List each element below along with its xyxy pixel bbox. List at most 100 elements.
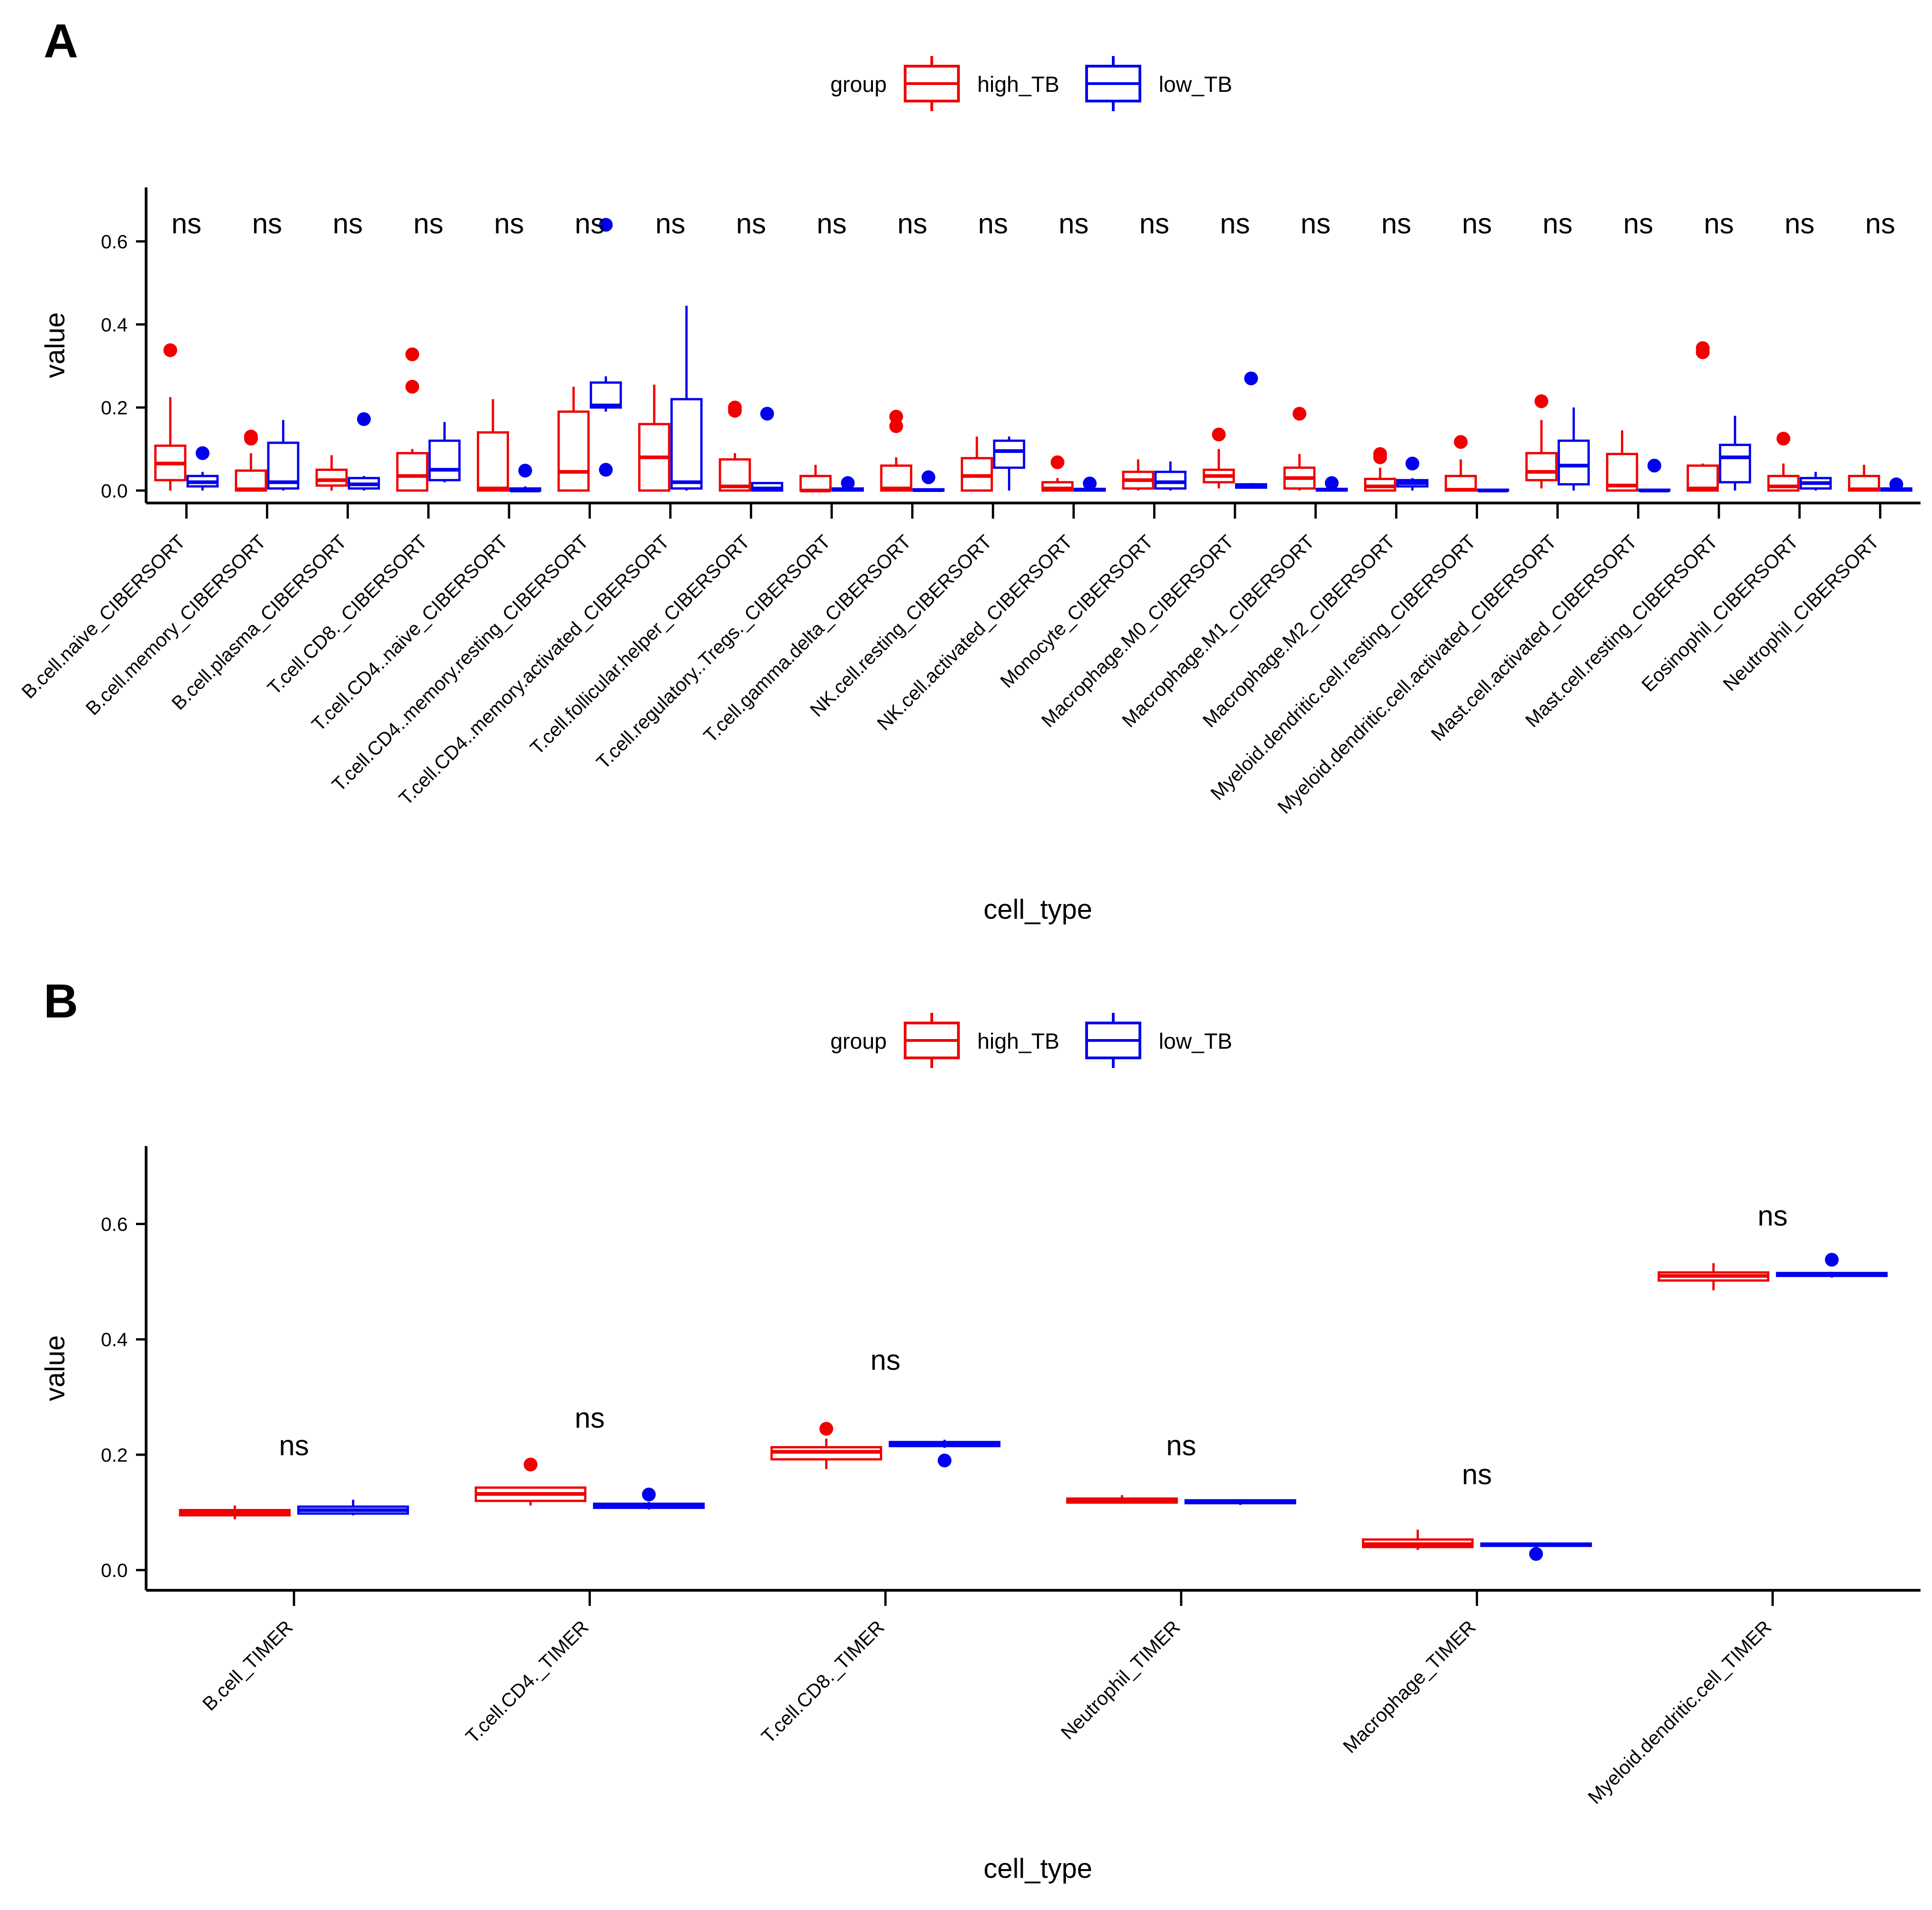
box-high-tb [770, 1422, 883, 1469]
significance-label: ns [736, 208, 766, 240]
significance-label: ns [655, 208, 685, 240]
box-high-tb [1283, 407, 1316, 491]
box-low-tb [267, 420, 300, 491]
outlier-point [244, 429, 258, 444]
series-high-tb [179, 1263, 1770, 1550]
outlier-point [1534, 394, 1548, 408]
legend-label: low_TB [1159, 1029, 1232, 1054]
outlier-point [1529, 1547, 1543, 1561]
legend-title: group [830, 73, 887, 97]
significance-label: ns [414, 208, 443, 240]
outlier-point [518, 463, 533, 478]
box-low-tb [1154, 461, 1187, 491]
box-low-tb [1719, 416, 1751, 491]
significance-label: ns [816, 208, 846, 240]
outlier-point [921, 470, 935, 484]
x-tick-label: Eosinophil_CIBERSORT [1637, 531, 1803, 696]
outlier-point [1082, 476, 1097, 491]
box-iqr [1154, 470, 1187, 490]
outlier-point [1776, 431, 1790, 446]
significance-label: ns [1785, 208, 1814, 240]
significance-label: ns [252, 208, 282, 240]
series-high-tb [154, 341, 1881, 492]
box-low-tb [428, 422, 461, 482]
box-iqr [428, 439, 461, 481]
outlier-point [1212, 427, 1226, 441]
y-tick-label: 0.4 [101, 314, 128, 335]
box-low-tb [509, 463, 542, 492]
outlier-point [1050, 455, 1065, 469]
box-iqr [1558, 439, 1590, 486]
x-tick-label: Myeloid.dendritic.cell_TIMER [1584, 1616, 1776, 1808]
significance-label: ns [1462, 1459, 1492, 1491]
box-high-tb [1066, 1495, 1178, 1504]
box-low-tb [1184, 1499, 1297, 1505]
x-tick-label: T.cell.CD8._TIMER [757, 1616, 889, 1747]
box-low-tb [1480, 1542, 1592, 1561]
box-high-tb [1122, 459, 1155, 491]
outlier-point [163, 343, 177, 357]
box-high-tb [315, 455, 348, 491]
box-high-tb [1657, 1263, 1770, 1290]
x-tick-label: B.cell_TIMER [198, 1616, 297, 1715]
significance-label: ns [494, 208, 524, 240]
significance-label: ns [1059, 208, 1088, 240]
box-high-tb [1445, 435, 1477, 492]
box-low-tb [1315, 476, 1348, 492]
x-tick-label: T.cell.CD8._CIBERSORT [263, 531, 431, 699]
outlier-point [889, 409, 903, 424]
outlier-point [195, 446, 210, 460]
y-tick-label: 0.0 [101, 1560, 128, 1581]
significance-label: ns [1757, 1200, 1787, 1232]
significance-label: ns [1220, 208, 1250, 240]
outlier-point [841, 476, 855, 490]
legend-label: low_TB [1159, 73, 1232, 97]
outlier-point [1647, 458, 1661, 473]
outlier-point [728, 401, 742, 415]
box-high-tb [235, 429, 267, 492]
y-axis-title: value [40, 312, 70, 378]
legend-item-low-tb: low_TB [1085, 1013, 1232, 1068]
box-high-tb [961, 436, 993, 492]
box-low-tb [1776, 1253, 1888, 1278]
box-high-tb [396, 347, 429, 492]
box-high-tb [1606, 430, 1638, 492]
box-low-tb [1558, 407, 1590, 491]
box-high-tb [1202, 427, 1235, 489]
outlier-point [760, 407, 774, 421]
significance-label: ns [1462, 208, 1492, 240]
x-tick-label: T.cell.CD4..memory.activated_CIBERSORT [395, 531, 673, 809]
outlier-point [599, 463, 613, 477]
significance-label: ns [1301, 208, 1331, 240]
outlier-point [889, 419, 903, 433]
box-low-tb [1235, 371, 1267, 489]
outlier-point [937, 1453, 952, 1468]
x-tick-label: Monocyte_CIBERSORT [996, 531, 1157, 692]
x-tick-label: Neutrophil_CIBERSORT [1719, 531, 1883, 695]
box-high-tb [799, 464, 832, 492]
box-iqr [799, 475, 832, 492]
legend-label: high_TB [977, 73, 1059, 97]
box-low-tb [1638, 458, 1671, 492]
significance-label: ns [1704, 208, 1734, 240]
x-tick-label: T.cell.CD4._TIMER [461, 1616, 593, 1747]
box-low-tb [1799, 472, 1832, 491]
outlier-point [642, 1487, 656, 1502]
significance-label: ns [897, 208, 927, 240]
box-high-tb [154, 343, 187, 491]
box-high-tb [1362, 1530, 1474, 1550]
outlier-point [357, 412, 371, 426]
box-low-tb [912, 470, 945, 492]
box-iqr [589, 381, 622, 409]
outlier-point [1889, 477, 1904, 492]
box-high-tb [1687, 341, 1719, 492]
legend-item-high-tb: high_TB [904, 1013, 1059, 1068]
box-low-tb [589, 218, 622, 477]
box-iqr [993, 439, 1025, 469]
significance-label: ns [1623, 208, 1653, 240]
box-high-tb [1364, 447, 1396, 492]
box-iqr [1687, 464, 1719, 492]
outlier-point [1244, 371, 1258, 385]
box-high-tb [1767, 431, 1800, 492]
